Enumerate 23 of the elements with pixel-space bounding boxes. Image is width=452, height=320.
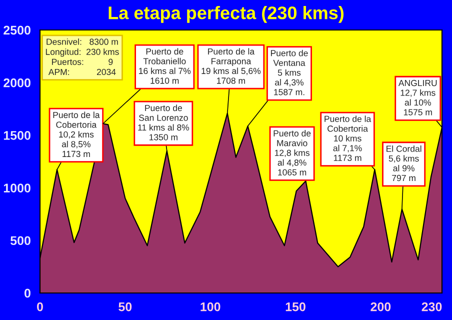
x-tick-label: 0 [37, 302, 43, 312]
x-tick-label: 50 [118, 302, 132, 312]
x-tick-label: 200 [370, 302, 391, 312]
y-tick-label: 1000 [4, 184, 30, 192]
annotation: Puerto de Ventana 5 kms al 4,3% 1587 m. [270, 50, 308, 96]
y-tick-label: 500 [10, 236, 30, 246]
y-tick-label: 1500 [4, 131, 30, 140]
annotation: Puerto de la Farrapona 19 kms al 5,6% 1708 m [202, 48, 261, 84]
annotation: El Cordal 5,6 kms al 9% 797 m [386, 145, 422, 182]
annotation: Puerto de Maravio 12,8 kms al 4,8% 1065 m [274, 130, 311, 176]
x-tick-label: 150 [286, 302, 306, 312]
annotation: Puerto de Trobaniello 16 kms al 7% 1610 m [139, 48, 191, 84]
annotation: ANGLIRU 12,7 kms al 10% 1575 m [398, 80, 437, 116]
x-tick-label: 100 [200, 302, 220, 312]
y-tick-label: 0 [24, 288, 30, 298]
y-tick-label: 2500 [4, 26, 30, 35]
chart-title: La etapa perfecta (230 kms) [108, 6, 344, 23]
annotation: Desnivel: 8300 m Longitud: 230 kms Puertos: 9 APM: 2034 [46, 38, 119, 76]
annotation: Puerto de San Lorenzo 11 kms al 8% 1350 m [138, 104, 190, 140]
annotation: Puerto de la Cobertoria 10 kms al 7,1% 1173 m [324, 116, 372, 161]
annotation: Puerto de la Cobertoria 10,2 kms al 8,5% 1173 m [53, 112, 100, 158]
x-tick-label: 230 [422, 302, 442, 312]
y-tick-label: 2000 [4, 78, 30, 88]
